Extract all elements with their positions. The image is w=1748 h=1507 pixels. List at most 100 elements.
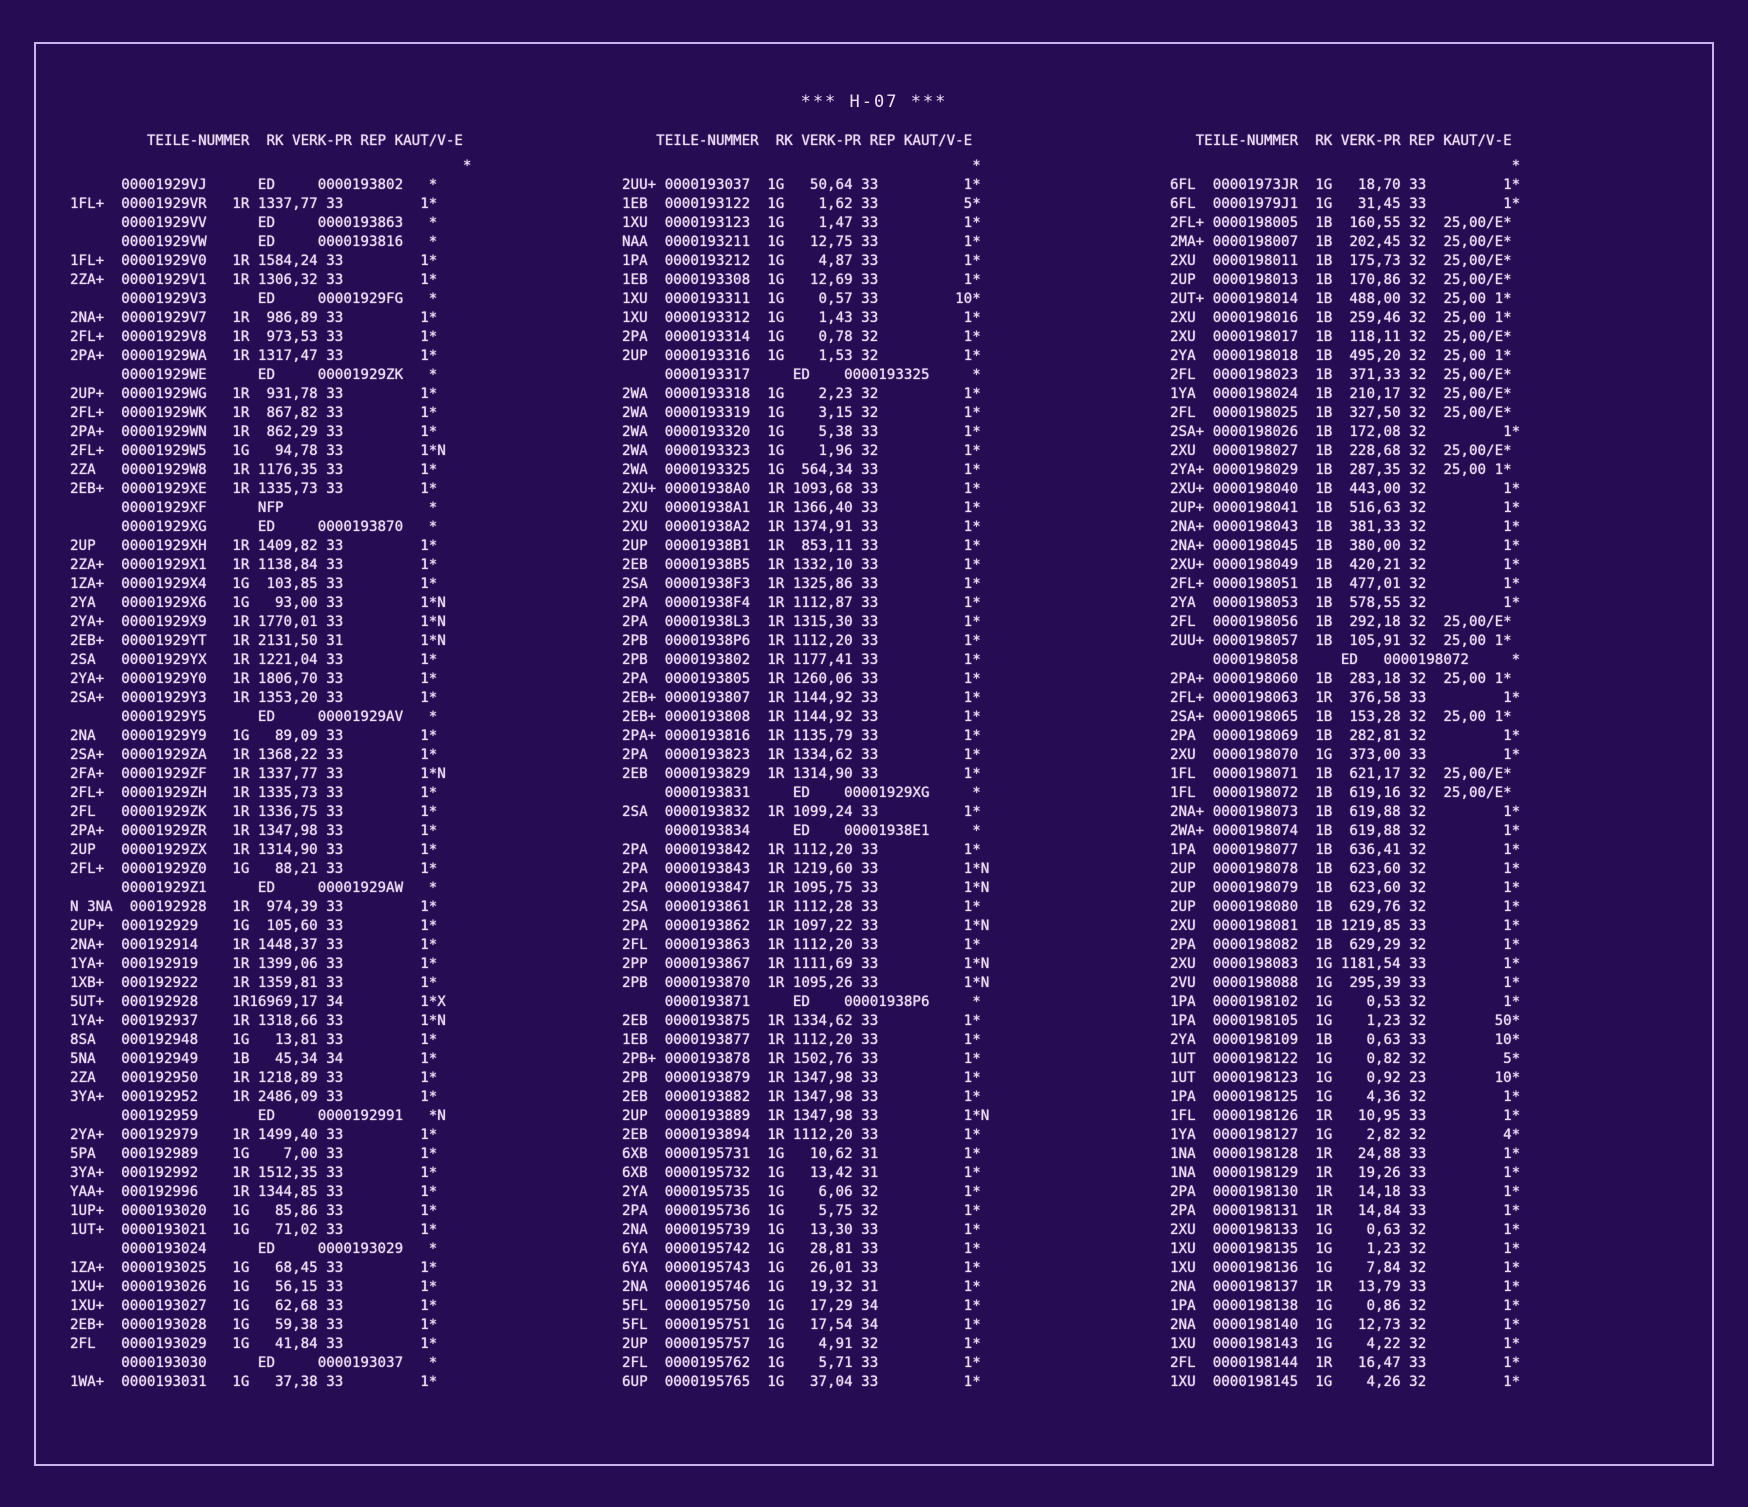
column-header: TEILE-NUMMER RK VERK-PR REP KAUT/V-E bbox=[1170, 133, 1512, 149]
table-row: 2YA+ 00001929Y0 1R 1806,70 33 1* bbox=[70, 671, 438, 687]
table-row: 2ZA 00001929W8 1R 1176,35 33 1* bbox=[70, 462, 438, 478]
table-row: 0000193024 ED 0000193029 * bbox=[70, 1241, 438, 1257]
table-row: 2VU 0000198088 1G 295,39 33 1* bbox=[1170, 975, 1521, 991]
table-row: 2UP+ 000192929 1G 105,60 33 1* bbox=[70, 918, 438, 934]
table-row: 1FL+ 00001929VR 1R 1337,77 33 1* bbox=[70, 196, 438, 212]
parts-column-1: TEILE-NUMMER RK VERK-PR REP KAUT/V-E * 0… bbox=[70, 132, 590, 1392]
table-row: 2PA 0000193805 1R 1260,06 33 1* bbox=[622, 671, 981, 687]
table-row: 2NA 0000198137 1R 13,79 33 1* bbox=[1170, 1279, 1521, 1295]
table-row: 2YA+ 0000198029 1B 287,35 32 25,00 1* bbox=[1170, 462, 1512, 478]
table-row: 5UT+ 000192928 1R16969,17 34 1*X bbox=[70, 994, 446, 1010]
table-row: 2XU 00001938A2 1R 1374,91 33 1* bbox=[622, 519, 981, 535]
table-row: 00001929Z1 ED 00001929AW * bbox=[70, 880, 438, 896]
table-row: 2XU 0000198011 1B 175,73 32 25,00/E* bbox=[1170, 253, 1512, 269]
table-row: 2FL 0000193029 1G 41,84 33 1* bbox=[70, 1336, 438, 1352]
table-row: 2YA 0000198053 1B 578,55 32 1* bbox=[1170, 595, 1521, 611]
table-row: 2SA 00001938F3 1R 1325,86 33 1* bbox=[622, 576, 981, 592]
parts-column-3: TEILE-NUMMER RK VERK-PR REP KAUT/V-E * 6… bbox=[1170, 132, 1690, 1392]
table-row: 2PB 0000193802 1R 1177,41 33 1* bbox=[622, 652, 981, 668]
table-row: 1XB+ 000192922 1R 1359,81 33 1* bbox=[70, 975, 438, 991]
table-row: 1XU 0000193123 1G 1,47 33 1* bbox=[622, 215, 981, 231]
table-row: 2UP 0000198013 1B 170,86 32 25,00/E* bbox=[1170, 272, 1512, 288]
table-row: 2FL+ 0000198005 1B 160,55 32 25,00/E* bbox=[1170, 215, 1512, 231]
table-row: 1ZA+ 0000193025 1G 68,45 33 1* bbox=[70, 1260, 438, 1276]
table-row: 2NA 0000195739 1G 13,30 33 1* bbox=[622, 1222, 981, 1238]
table-row: 2PB 0000193879 1R 1347,98 33 1* bbox=[622, 1070, 981, 1086]
table-row: 2UP 0000193889 1R 1347,98 33 1*N bbox=[622, 1108, 990, 1124]
table-row: 2PA 0000193862 1R 1097,22 33 1*N bbox=[622, 918, 990, 934]
table-row: 1NA 0000198129 1R 19,26 33 1* bbox=[1170, 1165, 1521, 1181]
table-row: 2EB+ 00001929YT 1R 2131,50 31 1*N bbox=[70, 633, 446, 649]
table-row: 6YA 0000195742 1G 28,81 33 1* bbox=[622, 1241, 981, 1257]
table-row: 1XU 0000193312 1G 1,43 33 1* bbox=[622, 310, 981, 326]
table-row: 6FL 00001979J1 1G 31,45 33 1* bbox=[1170, 196, 1521, 212]
table-row: 00001929WE ED 00001929ZK * bbox=[70, 367, 438, 383]
column-marker: * bbox=[70, 158, 472, 174]
table-row: 1PA 0000198077 1B 636,41 32 1* bbox=[1170, 842, 1521, 858]
table-row: 2UU+ 0000198057 1B 105,91 32 25,00 1* bbox=[1170, 633, 1512, 649]
table-row: 5PA 000192989 1G 7,00 33 1* bbox=[70, 1146, 438, 1162]
table-row: 1FL 0000198072 1B 619,16 32 25,00/E* bbox=[1170, 785, 1512, 801]
table-row: 1XU 0000198143 1G 4,22 32 1* bbox=[1170, 1336, 1521, 1352]
table-row: 2PP 0000193867 1R 1111,69 33 1*N bbox=[622, 956, 990, 972]
table-row: 2UP 0000198078 1B 623,60 32 1* bbox=[1170, 861, 1521, 877]
table-row: 2EB 0000193829 1R 1314,90 33 1* bbox=[622, 766, 981, 782]
table-row: 3YA+ 000192992 1R 1512,35 33 1* bbox=[70, 1165, 438, 1181]
table-row: 0000193317 ED 0000193325 * bbox=[622, 367, 981, 383]
table-row: 1YA+ 000192937 1R 1318,66 33 1*N bbox=[70, 1013, 446, 1029]
column-header: TEILE-NUMMER RK VERK-PR REP KAUT/V-E bbox=[622, 133, 973, 149]
table-row: 1UT+ 0000193021 1G 71,02 33 1* bbox=[70, 1222, 438, 1238]
table-row: 2XU 00001938A1 1R 1366,40 33 1* bbox=[622, 500, 981, 516]
table-row: 0000193871 ED 00001938P6 * bbox=[622, 994, 981, 1010]
table-row: 1WA+ 0000193031 1G 37,38 33 1* bbox=[70, 1374, 438, 1390]
table-row: 2UP 0000198080 1B 629,76 32 1* bbox=[1170, 899, 1521, 915]
table-row: 2FL 0000198144 1R 16,47 33 1* bbox=[1170, 1355, 1521, 1371]
table-row: 5FL 0000195751 1G 17,54 34 1* bbox=[622, 1317, 981, 1333]
table-row: 2UP 0000193316 1G 1,53 32 1* bbox=[622, 348, 981, 364]
table-row: 2UP 00001938B1 1R 853,11 33 1* bbox=[622, 538, 981, 554]
table-row: 2UP 00001929XH 1R 1409,82 33 1* bbox=[70, 538, 438, 554]
table-row: 0000193831 ED 00001929XG * bbox=[622, 785, 981, 801]
table-row: 1YA 0000198127 1G 2,82 32 4* bbox=[1170, 1127, 1521, 1143]
table-row: 2YA+ 000192979 1R 1499,40 33 1* bbox=[70, 1127, 438, 1143]
table-row: 2SA+ 00001929ZA 1R 1368,22 33 1* bbox=[70, 747, 438, 763]
report-title: *** H-07 *** bbox=[800, 92, 948, 112]
table-row: 2EB+ 0000193808 1R 1144,92 33 1* bbox=[622, 709, 981, 725]
table-row: 5FL 0000195750 1G 17,29 34 1* bbox=[622, 1298, 981, 1314]
table-row: 2UT+ 0000198014 1B 488,00 32 25,00 1* bbox=[1170, 291, 1512, 307]
table-row: 2PA+ 00001929WN 1R 862,29 33 1* bbox=[70, 424, 438, 440]
table-row: 2SA 0000193861 1R 1112,28 33 1* bbox=[622, 899, 981, 915]
table-row: 2NA 0000195746 1G 19,32 31 1* bbox=[622, 1279, 981, 1295]
table-row: 00001929VV ED 0000193863 * bbox=[70, 215, 438, 231]
table-row: 1NA 0000198128 1R 24,88 33 1* bbox=[1170, 1146, 1521, 1162]
table-row: 6XB 0000195731 1G 10,62 31 1* bbox=[622, 1146, 981, 1162]
table-row: 6UP 0000195765 1G 37,04 33 1* bbox=[622, 1374, 981, 1390]
table-row: 2WA 0000193325 1G 564,34 33 1* bbox=[622, 462, 981, 478]
table-row: 2SA+ 0000198065 1B 153,28 32 25,00 1* bbox=[1170, 709, 1512, 725]
table-row: 6YA 0000195743 1G 26,01 33 1* bbox=[622, 1260, 981, 1276]
table-row: 00001929VW ED 0000193816 * bbox=[70, 234, 438, 250]
table-row: YAA+ 000192996 1R 1344,85 33 1* bbox=[70, 1184, 438, 1200]
table-row: 2WA 0000193319 1G 3,15 32 1* bbox=[622, 405, 981, 421]
table-row: 2UP+ 0000198041 1B 516,63 32 1* bbox=[1170, 500, 1521, 516]
table-row: 00001929XF NFP * bbox=[70, 500, 438, 516]
table-row: 2WA 0000193320 1G 5,38 33 1* bbox=[622, 424, 981, 440]
table-row: 1EB 0000193122 1G 1,62 33 5* bbox=[622, 196, 981, 212]
table-row: 2ZA 000192950 1R 1218,89 33 1* bbox=[70, 1070, 438, 1086]
table-row: 0000193030 ED 0000193037 * bbox=[70, 1355, 438, 1371]
table-row: 2UU+ 0000193037 1G 50,64 33 1* bbox=[622, 177, 981, 193]
table-row: 1XU+ 0000193026 1G 56,15 33 1* bbox=[70, 1279, 438, 1295]
table-row: 2FL+ 00001929ZH 1R 1335,73 33 1* bbox=[70, 785, 438, 801]
table-row: 6XB 0000195732 1G 13,42 31 1* bbox=[622, 1165, 981, 1181]
table-row: 1PA 0000198102 1G 0,53 32 1* bbox=[1170, 994, 1521, 1010]
table-row: 2PA 0000198082 1B 629,29 32 1* bbox=[1170, 937, 1521, 953]
table-row: 2YA 0000195735 1G 6,06 32 1* bbox=[622, 1184, 981, 1200]
table-row: 1YA 0000198024 1B 210,17 32 25,00/E* bbox=[1170, 386, 1512, 402]
table-row: 2UP 00001929ZX 1R 1314,90 33 1* bbox=[70, 842, 438, 858]
table-row: 1PA 0000198105 1G 1,23 32 50* bbox=[1170, 1013, 1521, 1029]
table-row: 2PB 00001938P6 1R 1112,20 33 1* bbox=[622, 633, 981, 649]
table-row: 2XU 0000198017 1B 118,11 32 25,00/E* bbox=[1170, 329, 1512, 345]
table-row: 2NA 00001929Y9 1G 89,09 33 1* bbox=[70, 728, 438, 744]
parts-list: 00001929VJ ED 0000193802 * 1FL+ 00001929V… bbox=[70, 176, 590, 1392]
table-row: 00001929XG ED 0000193870 * bbox=[70, 519, 438, 535]
